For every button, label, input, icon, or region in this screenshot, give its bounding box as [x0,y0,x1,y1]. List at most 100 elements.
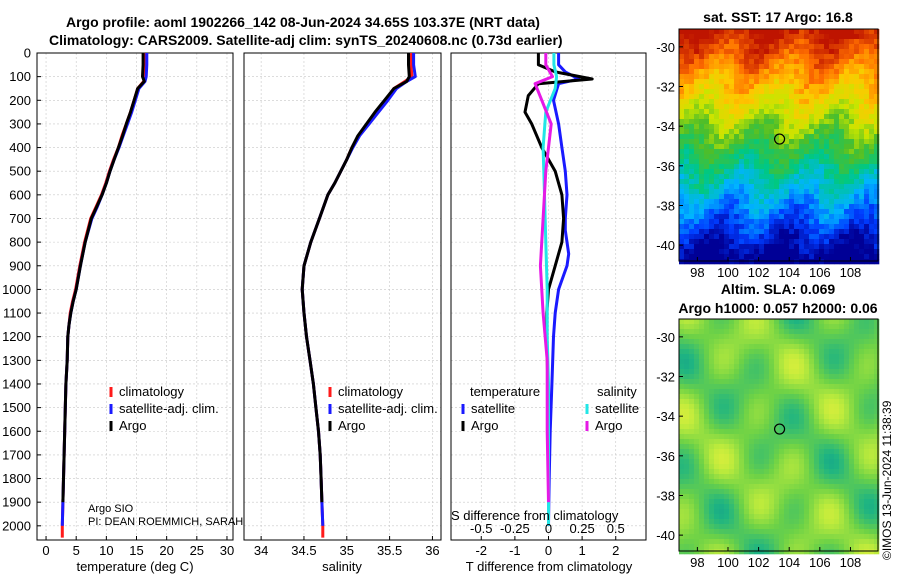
sst-map-cell [774,189,780,195]
depth-tick-label: 700 [9,211,31,226]
sla-map-cell [739,339,745,345]
sla-map-cell [799,449,805,455]
sst-map-cell [859,64,865,70]
sla-map-cell [719,394,725,400]
sst-map-cell [749,39,755,45]
sst-map-cell [774,129,780,135]
figure-title-line1: Argo profile: aoml 1902266_142 08-Jun-20… [66,14,540,30]
sla-map-cell [684,394,690,400]
sst-map-cell [809,124,815,130]
sst-map-cell [819,114,825,120]
sla-map-cell [749,329,755,335]
sst-map-cell [724,259,730,265]
sst-map-cell [724,114,730,120]
sst-map-cell [744,179,750,185]
sla-map-cell [809,349,815,355]
sla-map-cell [714,379,720,385]
sst-map-cell [799,154,805,160]
sst-map-cell [704,139,710,145]
sst-map-cell [759,39,765,45]
sst-map-cell [819,229,825,235]
sst-map-cell [864,219,870,225]
sst-map-cell [774,149,780,155]
sst-map-cell [739,44,745,50]
sst-map-xtick-label: 98 [690,265,704,280]
sla-map-cell [859,444,865,450]
sst-map-cell [684,104,690,110]
sst-map-cell [824,39,830,45]
sst-map-cell [814,84,820,90]
sst-map-cell [834,59,840,65]
sst-map-cell [694,189,700,195]
sla-map-cell [699,464,705,470]
sla-map-cell [869,394,875,400]
sst-map-cell [764,134,770,140]
sla-map-cell [744,384,750,390]
sst-map-cell [809,59,815,65]
sst-map-cell [849,49,855,55]
sla-map-cell [814,379,820,385]
sla-map-cell [814,454,820,460]
sla-map-cell [679,459,685,465]
sla-map-cell [769,464,775,470]
sst-map-cell [814,79,820,85]
sla-map-cell [779,494,785,500]
sla-map-cell [749,459,755,465]
sst-map-cell [809,234,815,240]
sla-map-cell [744,319,750,325]
sla-map-cell [679,384,685,390]
sst-map-cell [769,144,775,150]
sst-map-cell [714,39,720,45]
sla-map-cell [779,449,785,455]
sla-map-cell [784,399,790,405]
sst-map-cell [739,209,745,215]
sst-map-cell [789,29,795,35]
sla-map-cell [724,479,730,485]
sst-map-cell [739,129,745,135]
sst-map-cell [864,259,870,265]
sla-map-cell [859,424,865,430]
sst-map-cell [699,89,705,95]
sst-map-cell [864,249,870,255]
sst-map-cell [714,74,720,80]
sla-map-cell [819,394,825,400]
sla-map-cell [684,539,690,545]
sla-map-cell [854,369,860,375]
sst-map-cell [709,209,715,215]
sst-map-cell [724,229,730,235]
sst-map-cell [759,154,765,160]
sst-map-cell [719,54,725,60]
sst-map-cell [784,169,790,175]
sst-map-cell [859,244,865,250]
sst-map-cell [724,234,730,240]
sla-map-cell [859,364,865,370]
sst-map-xtick-label: 108 [840,265,862,280]
sst-map-cell [854,174,860,180]
sst-map-cell [739,254,745,260]
sst-map-cell [719,159,725,165]
sla-map-cell [854,529,860,535]
sst-map-cell [729,234,735,240]
sla-map-cell [704,429,710,435]
sla-map-cell [704,424,710,430]
sla-map-cell [849,384,855,390]
sst-map-cell [704,124,710,130]
sst-map-cell [854,39,860,45]
sla-map-cell [734,414,740,420]
sla-map-cell [804,404,810,410]
sst-map-cell [749,144,755,150]
sla-map-cell [684,479,690,485]
sla-map-cell [694,444,700,450]
sst-map-cell [744,234,750,240]
temperature-legend-1-label: satellite-adj. clim. [119,401,219,416]
sla-map-cell [764,329,770,335]
sla-map-cell [864,444,870,450]
sst-map-cell [784,164,790,170]
sla-map-cell [679,409,685,415]
sla-map-cell [744,449,750,455]
sla-map-cell [864,479,870,485]
sla-map-cell [684,339,690,345]
sst-map-cell [719,114,725,120]
sla-map-cell [714,549,720,555]
sst-map-cell [719,154,725,160]
